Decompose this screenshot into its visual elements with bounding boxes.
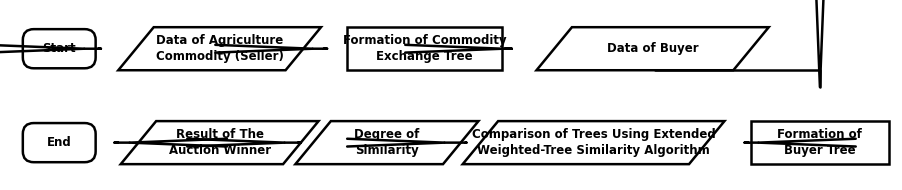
Text: Start: Start	[42, 42, 76, 55]
Text: Degree of
Similarity: Degree of Similarity	[354, 128, 419, 157]
Polygon shape	[121, 121, 318, 164]
Bar	[346, 27, 502, 70]
Polygon shape	[296, 121, 478, 164]
FancyBboxPatch shape	[23, 123, 96, 162]
Polygon shape	[463, 121, 724, 164]
Text: Result of The
Auction Winner: Result of The Auction Winner	[169, 128, 271, 157]
Text: Data of Agriculture
Commodity (Seller): Data of Agriculture Commodity (Seller)	[156, 34, 283, 63]
Text: Data of Buyer: Data of Buyer	[607, 42, 698, 55]
Polygon shape	[118, 27, 321, 70]
Polygon shape	[537, 27, 769, 70]
Text: End: End	[47, 136, 71, 149]
Text: Comparison of Trees Using Extended
Weighted-Tree Similarity Algorithm: Comparison of Trees Using Extended Weigh…	[472, 128, 715, 157]
Bar	[751, 121, 888, 164]
FancyBboxPatch shape	[23, 29, 96, 68]
Text: Formation of
Buyer Tree: Formation of Buyer Tree	[778, 128, 862, 157]
Text: Formation of Commodity
Exchange Tree: Formation of Commodity Exchange Tree	[343, 34, 506, 63]
